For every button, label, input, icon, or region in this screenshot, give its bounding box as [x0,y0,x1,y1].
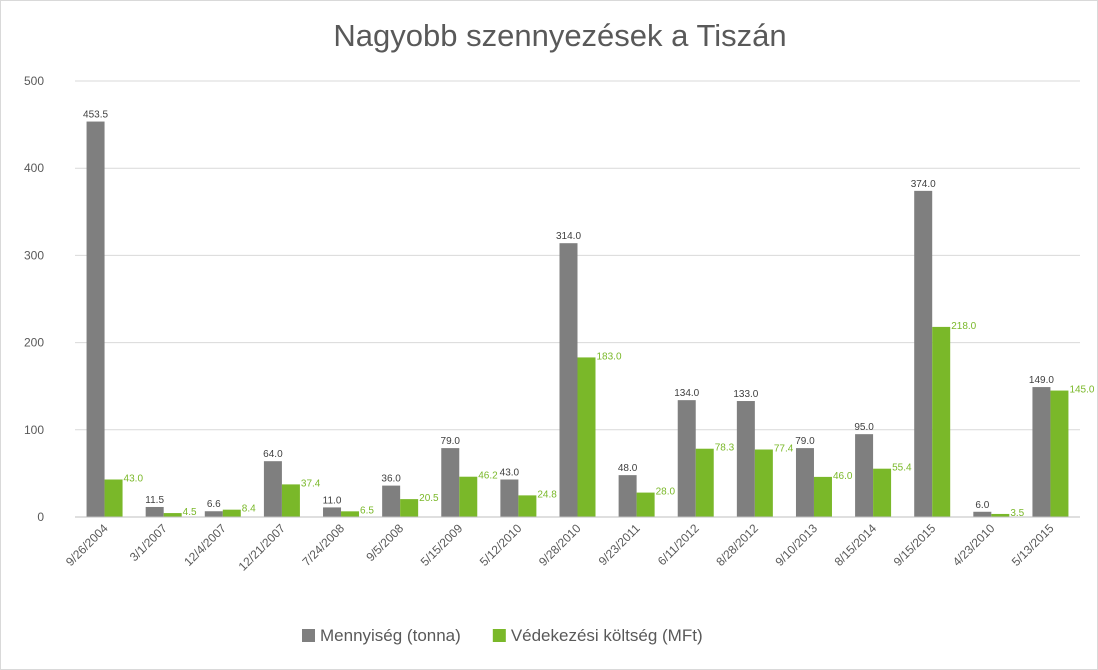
bar [145,506,164,517]
bar [577,357,596,517]
bar [341,511,360,517]
data-label: 28.0 [656,487,676,498]
data-label: 95.0 [854,422,874,433]
data-label: 6.0 [975,500,989,511]
legend-swatch [302,629,315,642]
bar [323,507,342,517]
data-label: 218.0 [951,321,976,332]
legend-label: Mennyiség (tonna) [320,626,461,645]
bar [754,449,773,517]
data-label: 64.0 [263,449,283,460]
bar [400,499,419,517]
bar [441,448,460,517]
data-label: 46.0 [833,471,853,482]
bar [459,476,478,517]
bar [104,479,123,517]
bar [518,495,537,517]
bar [736,401,755,517]
y-tick-label: 200 [24,336,44,350]
data-label: 24.8 [537,489,557,500]
bar [163,513,182,517]
data-label: 149.0 [1029,375,1054,386]
bar [222,509,241,517]
data-label: 77.4 [774,444,794,455]
bar [973,511,992,517]
data-label: 48.0 [618,463,638,474]
bar [1050,390,1069,517]
data-label: 183.0 [597,351,622,362]
data-label: 37.4 [301,478,321,489]
data-label: 36.0 [381,474,401,485]
bar [500,479,519,517]
data-label: 8.4 [242,504,256,515]
bar [263,461,282,517]
bar [855,434,874,517]
y-tick-label: 0 [37,510,44,524]
data-label: 134.0 [674,388,699,399]
y-tick-label: 500 [24,74,44,88]
data-label: 453.5 [83,110,108,121]
data-label: 6.5 [360,505,374,516]
legend-label: Védekezési költség (MFt) [511,626,703,645]
legend-swatch [492,629,506,642]
data-label: 6.6 [207,499,221,510]
bar [813,476,832,517]
data-label: 4.5 [183,507,197,518]
bar [618,475,637,517]
bar [795,448,814,517]
data-label: 55.4 [892,463,912,474]
bar [204,511,223,517]
y-tick-label: 100 [24,423,44,437]
bar [559,243,578,517]
data-label: 314.0 [556,231,581,242]
data-label: 79.0 [441,436,461,447]
bar [636,492,655,517]
data-label: 133.0 [733,389,758,400]
bar [932,326,951,517]
bar [86,121,105,517]
data-label: 46.2 [478,471,498,482]
data-label: 11.0 [323,495,342,506]
y-tick-label: 300 [24,248,44,262]
bar [991,513,1010,517]
data-label: 43.0 [124,474,144,485]
bar [281,484,300,517]
bar [695,448,714,517]
data-label: 374.0 [911,179,936,190]
data-label: 79.0 [795,436,815,447]
data-label: 145.0 [1069,385,1094,396]
bar [1032,387,1051,517]
data-label: 20.5 [419,493,439,504]
y-tick-label: 400 [24,161,44,175]
data-label: 43.0 [500,468,520,479]
bar [873,468,892,517]
data-label: 3.5 [1010,508,1024,519]
chart-title: Nagyobb szennyezések a Tiszán [333,18,786,53]
bar [914,190,933,517]
bar [677,400,696,517]
data-label: 78.3 [715,443,735,454]
bar [382,485,401,517]
data-label: 11.5 [145,495,164,506]
